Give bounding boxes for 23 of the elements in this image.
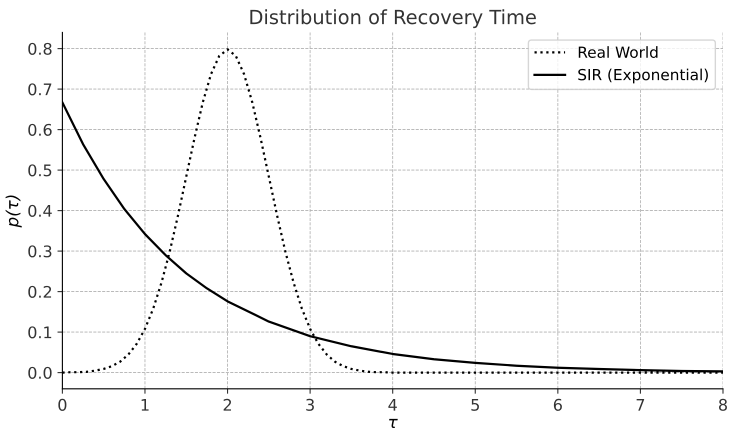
y-tick-label: 0.8 (28, 42, 52, 55)
x-tick-label: 2 (224, 398, 232, 411)
x-tick-label: 5 (471, 399, 479, 411)
x-tick-label: 3 (306, 398, 314, 411)
y-tick-label: 0.2 (28, 286, 52, 298)
x-axis-title: τ (389, 418, 398, 428)
y-tick-label: 0.0 (28, 366, 52, 379)
x-tick-label: 0 (58, 398, 66, 411)
legend-label: Real World (578, 46, 658, 58)
y-tick-label: 0.7 (28, 83, 52, 96)
x-tick-label: 8 (718, 398, 727, 411)
y-tick-label: 0.4 (28, 204, 52, 217)
x-tick-label: 4 (388, 399, 397, 411)
x-tick-label: 7 (636, 399, 644, 411)
y-axis-title: p(τ) (6, 195, 22, 228)
legend-label: SIR (Exponential) (578, 68, 708, 84)
y-tick-label: 0.6 (28, 124, 52, 136)
y-tick-label: 0.5 (28, 164, 52, 176)
x-tick-label: 6 (554, 398, 562, 411)
x-tick-label: 1 (142, 399, 149, 411)
y-tick-label: 0.3 (28, 245, 52, 258)
y-tick-label: 0.1 (28, 326, 52, 338)
chart-title: Distribution of Recovery Time (250, 9, 536, 28)
